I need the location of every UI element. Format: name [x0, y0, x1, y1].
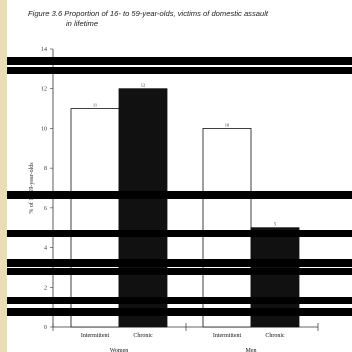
y-tick-label: 8 — [44, 166, 47, 172]
redaction-bar — [7, 57, 352, 65]
y-tick-label: 14 — [41, 47, 47, 53]
y-tick-label: 6 — [44, 206, 47, 212]
redaction-bar — [7, 191, 352, 199]
category-label: Chronic — [265, 333, 285, 339]
data-label: 5 — [274, 222, 277, 227]
y-tick-label: 4 — [44, 246, 47, 252]
redaction-bar — [7, 67, 352, 74]
redaction-bar — [7, 268, 352, 275]
group-label-women: Women — [110, 348, 129, 352]
chart-bars — [71, 89, 299, 327]
redaction-bar — [7, 230, 352, 237]
data-label: 10 — [225, 122, 230, 127]
category-label: Chronic — [133, 333, 153, 339]
y-tick-label: 12 — [41, 87, 47, 93]
y-axis-title: % of 16-59-year-olds — [28, 162, 35, 214]
data-label: 12 — [141, 83, 146, 88]
group-label-men: Men — [246, 348, 257, 352]
redaction-bar — [7, 308, 352, 316]
data-label: 11 — [93, 103, 97, 108]
redaction-bar — [7, 297, 352, 304]
redaction-bar — [7, 259, 352, 267]
y-tick-label: 10 — [41, 126, 47, 132]
bar-women-intermittent — [71, 109, 119, 327]
category-label: Intermittent — [213, 333, 242, 339]
redaction-bars — [7, 57, 352, 316]
bar-women-chronic — [119, 89, 167, 327]
y-tick-label: 0 — [44, 325, 47, 331]
y-tick-label: 2 — [44, 285, 47, 291]
category-label: Intermittent — [81, 333, 110, 339]
